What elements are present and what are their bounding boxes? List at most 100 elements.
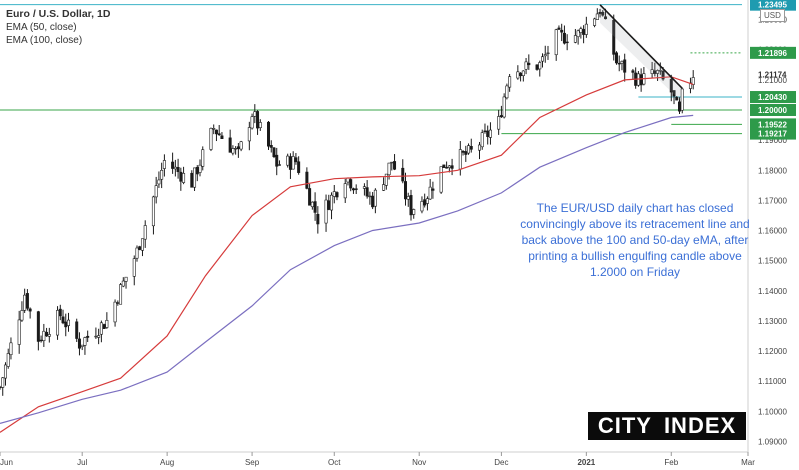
candle-body (631, 70, 635, 73)
legend-ema100: EMA (100, close) (6, 35, 83, 46)
chart-legend: Euro / U.S. Dollar, 1D EMA (50, close) E… (6, 8, 110, 47)
candle-body (461, 151, 465, 153)
candle-body (330, 194, 334, 211)
price-label-bg (750, 91, 796, 104)
candle-body (239, 141, 243, 150)
candle-body (25, 293, 29, 309)
candle-body (593, 18, 597, 26)
candle-body (9, 342, 13, 356)
x-tick-label: Oct (328, 458, 341, 467)
candle-body (524, 61, 528, 70)
x-tick-label: Mar (741, 458, 755, 467)
candle-body (308, 188, 312, 206)
candle-body (214, 129, 218, 135)
y-tick-label: 1.17000 (758, 196, 787, 205)
currency-badge[interactable]: USD (760, 9, 785, 22)
candle-body (209, 128, 213, 150)
candle-body (412, 209, 416, 215)
candle-body (58, 308, 62, 317)
candle-body (42, 330, 46, 341)
candle-body (442, 164, 446, 168)
candle-body (66, 319, 70, 326)
candle-body (253, 111, 257, 117)
trendline-group (599, 4, 683, 103)
x-tick-label: Jul (77, 458, 87, 467)
price-label: 1.19522 (758, 120, 787, 129)
time-axis[interactable]: Jun Jul Aug Sep Oct Nov Dec 2021 Feb Mar (0, 452, 755, 467)
price-label-bg (750, 103, 796, 116)
candle-body (508, 76, 512, 88)
candle-body (541, 56, 545, 62)
candle-body (373, 189, 377, 207)
candle-body (220, 135, 224, 139)
candle-body (650, 69, 654, 74)
candle-body (423, 199, 427, 206)
candle-body (527, 62, 531, 66)
candle-body (595, 13, 599, 21)
candle-body (275, 154, 279, 167)
candle-body (499, 115, 503, 118)
candle-body (75, 321, 79, 339)
candle-body (201, 149, 205, 167)
candle-body (639, 74, 643, 86)
candle-body (387, 162, 391, 176)
candle-body (316, 213, 320, 225)
candle-body (477, 144, 481, 151)
candle-body (401, 167, 405, 182)
legend-ema50: EMA (50, close) (6, 22, 77, 33)
x-tick-label: Aug (160, 458, 174, 467)
candle-body (121, 280, 125, 287)
y-tick-label: 1.19000 (758, 136, 787, 145)
candle-body (23, 294, 27, 311)
candle-body (362, 186, 366, 189)
candle-body (294, 157, 298, 163)
candle-body (653, 70, 657, 74)
candle-body (614, 52, 618, 64)
price-label-bg (750, 46, 796, 59)
logo-left: CITY (597, 413, 652, 438)
candle-body (36, 311, 40, 342)
candle-body (428, 186, 432, 200)
candle-body (450, 165, 454, 169)
price-axis[interactable]: 1.230001.220001.210001.200001.190001.180… (758, 16, 787, 447)
candle-body (157, 179, 161, 185)
legend-title: Euro / U.S. Dollar, 1D (6, 8, 111, 20)
candle-body (160, 169, 164, 180)
candle-body (560, 29, 564, 33)
candle-body (601, 11, 605, 16)
candle-body (56, 310, 60, 336)
candle-body (135, 247, 139, 259)
candle-body (193, 167, 197, 188)
y-tick-label: 1.18000 (758, 166, 787, 175)
y-tick-label: 1.13000 (758, 317, 787, 326)
candle-body (86, 335, 90, 338)
candle-body (467, 145, 471, 154)
candle-body (365, 187, 369, 197)
candle-body (691, 77, 695, 85)
candle-body (445, 167, 449, 169)
candle-body (368, 195, 372, 198)
candle-body (502, 96, 506, 118)
candle-body (582, 29, 586, 35)
candle-body (256, 111, 260, 129)
candle-body (119, 284, 123, 305)
candle-body (343, 183, 347, 199)
trendline (599, 4, 683, 89)
candle-body (406, 196, 410, 200)
y-tick-label: 1.10000 (758, 407, 787, 416)
candle-body (61, 316, 65, 324)
y-tick-label: 1.11000 (758, 377, 787, 386)
candle-body (354, 188, 358, 190)
candle-body (658, 70, 662, 72)
x-tick-label: Dec (494, 458, 508, 467)
candle-body (576, 30, 580, 38)
candle-body (6, 353, 10, 367)
y-tick-label: 1.16000 (758, 227, 787, 236)
candle-body (291, 156, 295, 170)
candle-body (154, 185, 158, 198)
candle-body (3, 364, 7, 379)
candle-body (64, 321, 68, 328)
candle-body (351, 188, 355, 191)
candle-body (310, 201, 314, 208)
candle-body (182, 173, 186, 183)
